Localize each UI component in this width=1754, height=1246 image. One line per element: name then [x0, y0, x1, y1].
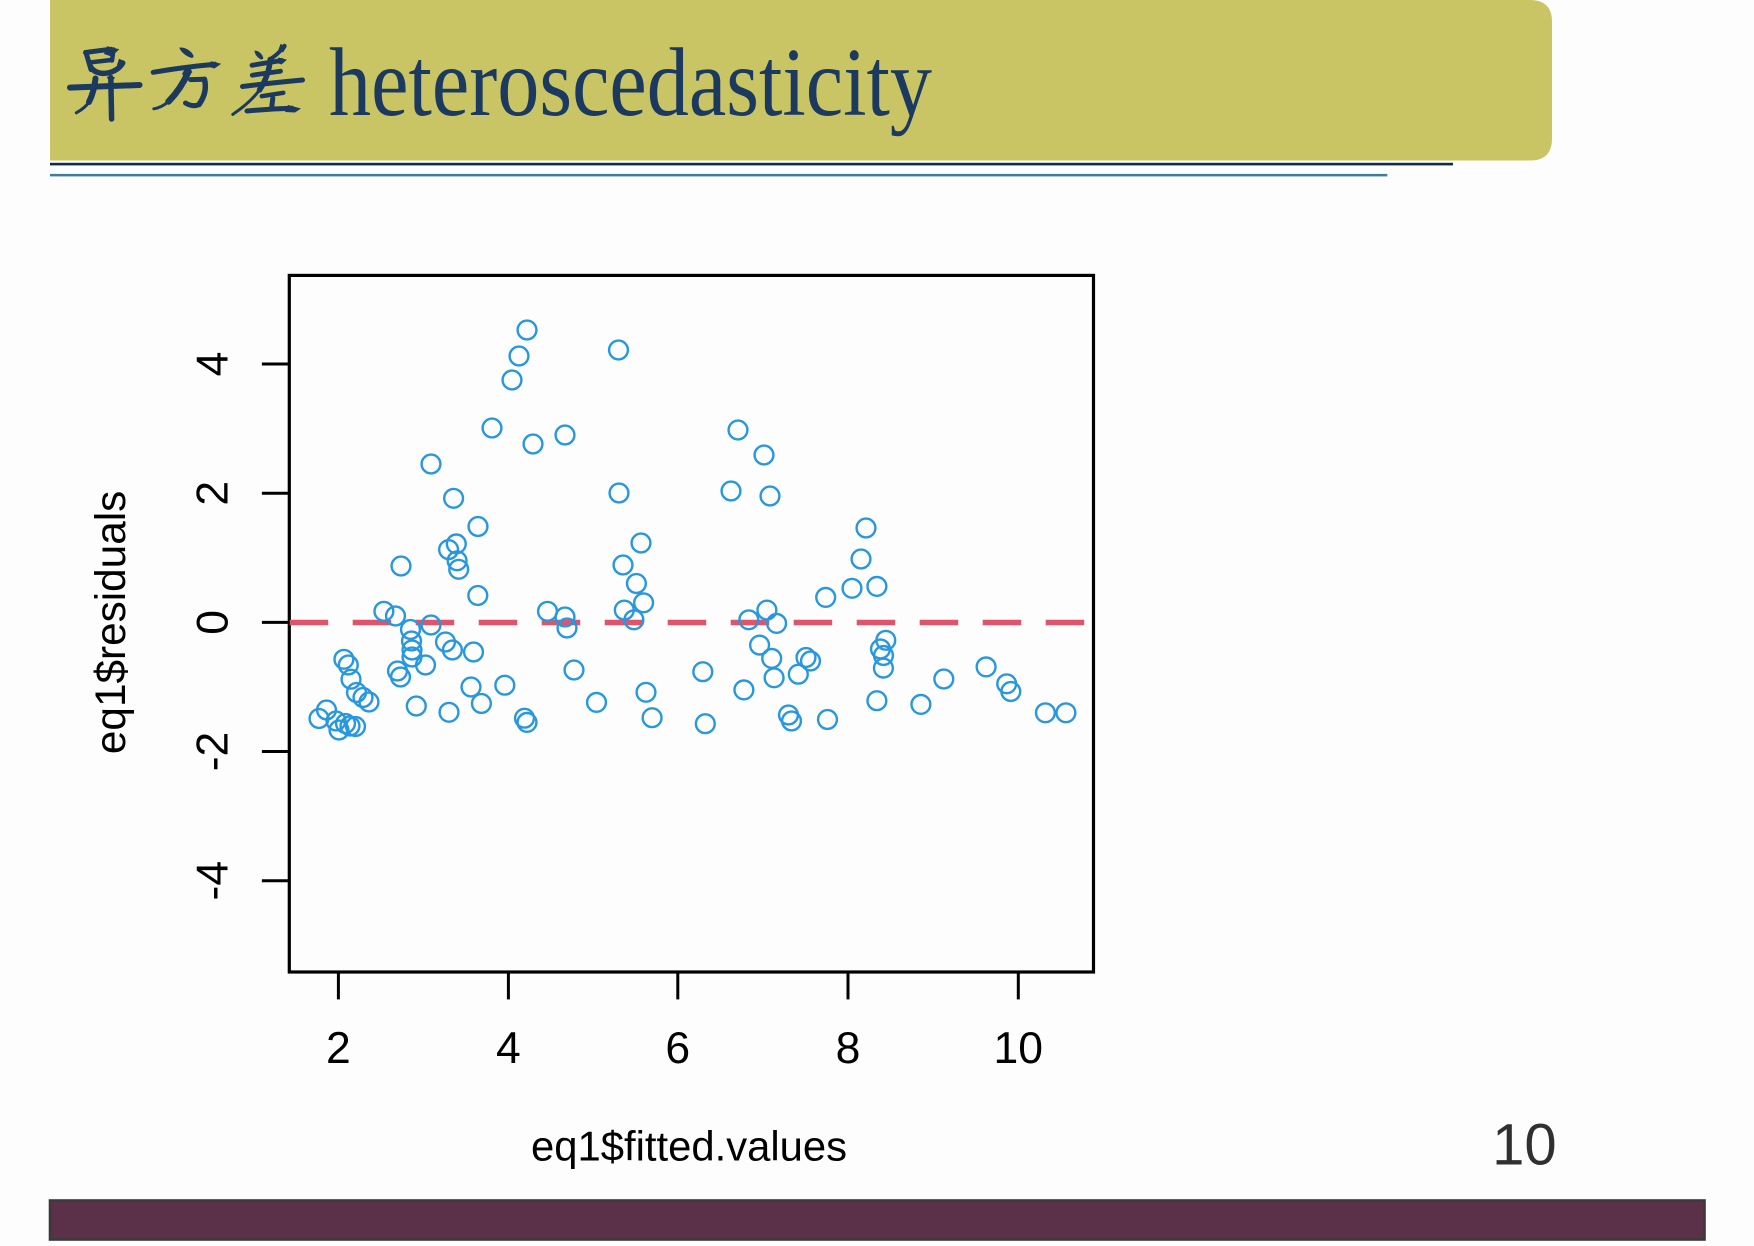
svg-text:eq1$fitted.values: eq1$fitted.values	[531, 1123, 847, 1170]
svg-text:10: 10	[1492, 1113, 1557, 1178]
svg-text:2: 2	[189, 481, 238, 506]
svg-text:-4: -4	[189, 861, 238, 901]
svg-text:6: 6	[665, 1024, 690, 1073]
svg-text:4: 4	[496, 1024, 521, 1073]
svg-text:eq1$residuals: eq1$residuals	[87, 491, 134, 754]
svg-text:2: 2	[326, 1024, 351, 1073]
svg-text:10: 10	[994, 1024, 1044, 1073]
svg-text:4: 4	[189, 352, 238, 377]
svg-text:0: 0	[189, 610, 238, 635]
svg-text:8: 8	[836, 1024, 861, 1073]
svg-text:-2: -2	[189, 732, 238, 772]
svg-text:heteroscedasticity: heteroscedasticity	[329, 29, 932, 136]
